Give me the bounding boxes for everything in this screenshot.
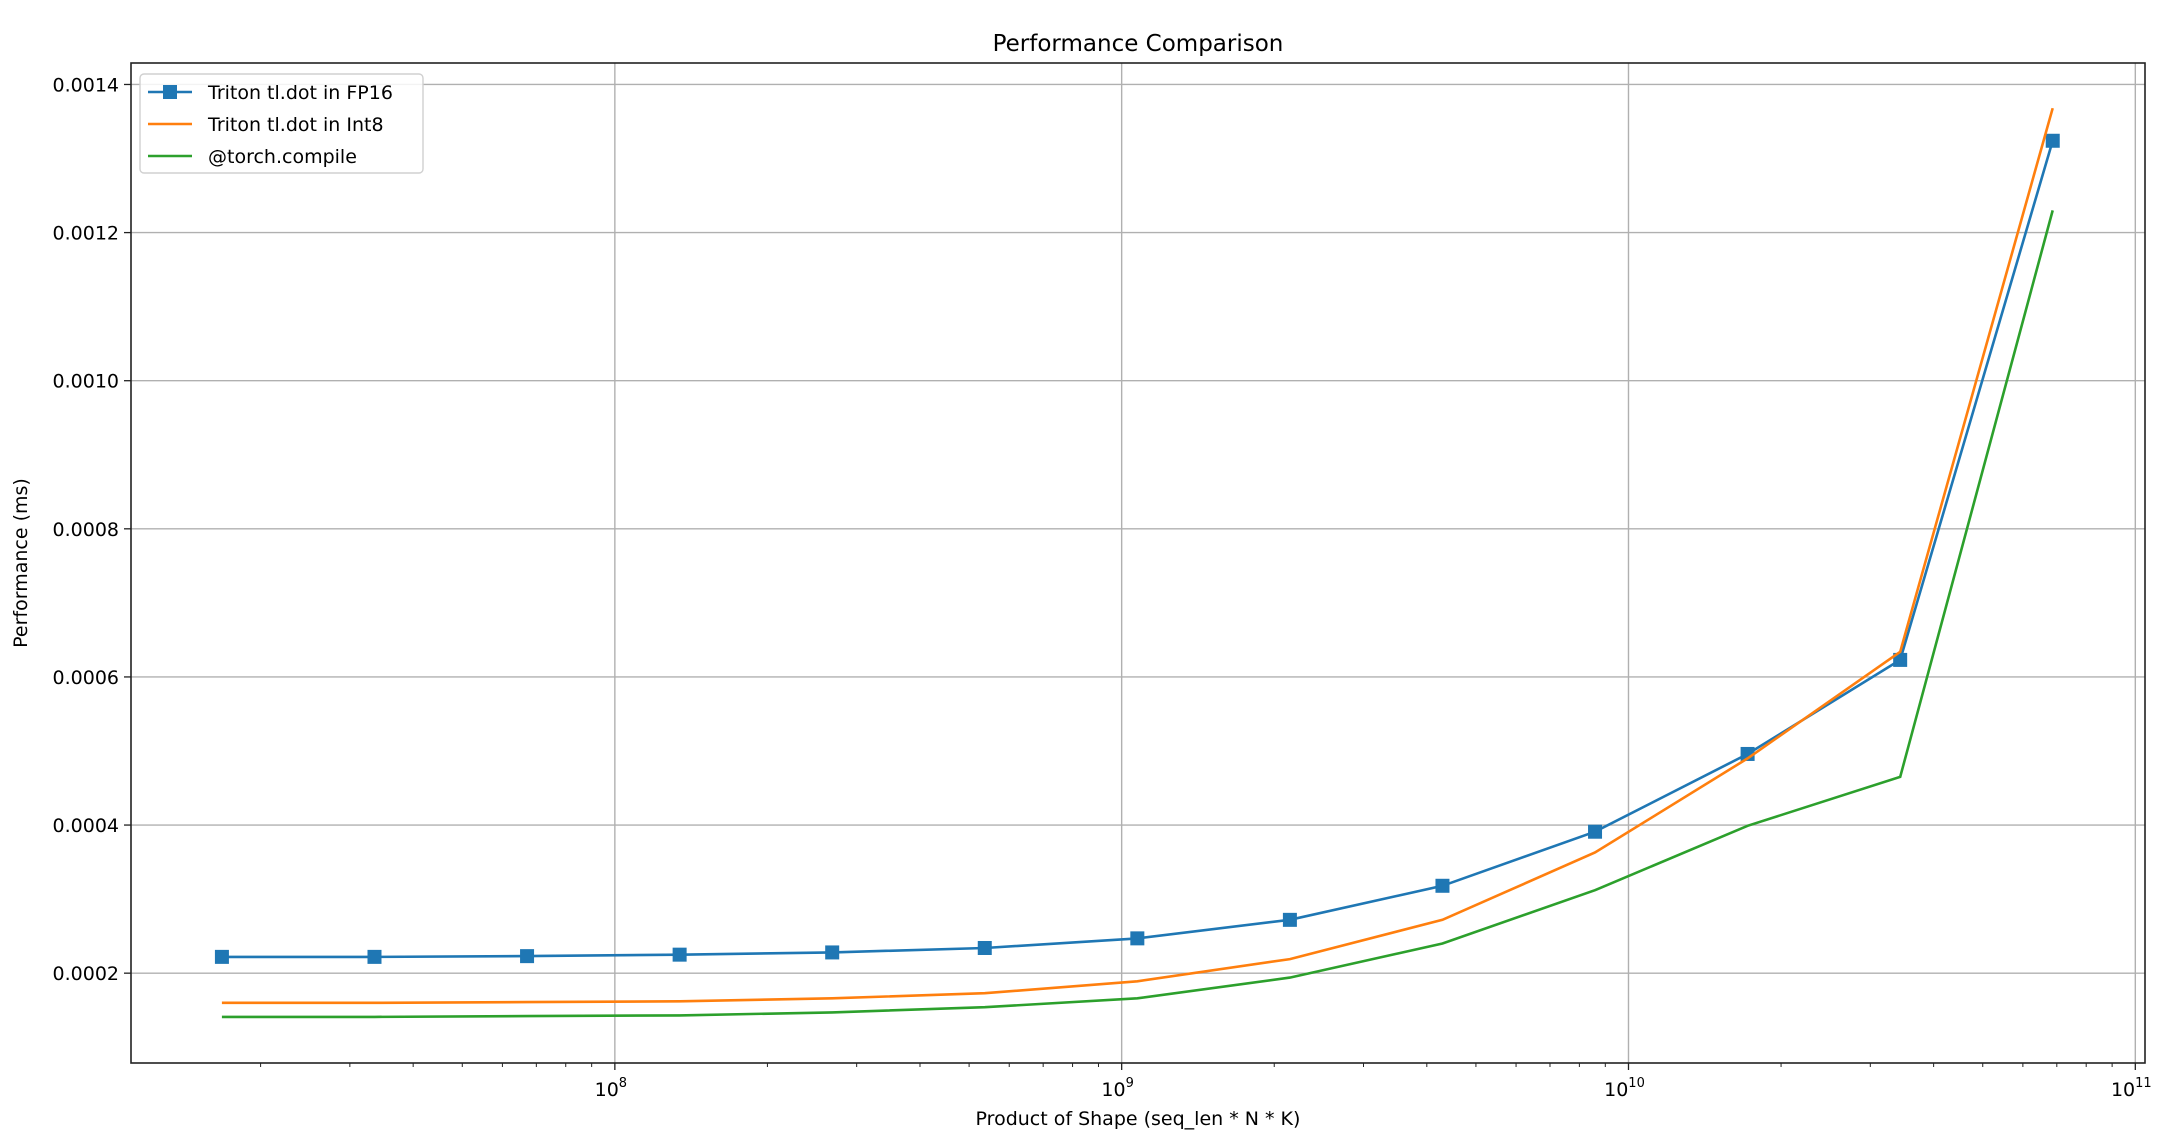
data-point-marker: [825, 945, 840, 960]
x-tick-exponent: 8: [619, 1076, 627, 1091]
y-tick-label: 0.0010: [53, 371, 119, 393]
series-line-2: [221, 210, 2054, 1019]
legend: Triton tl.dot in FP16 Triton tl.dot in In…: [139, 73, 424, 174]
x-tick-base: 10: [2111, 1079, 2135, 1101]
axes-frame: [130, 62, 2146, 1064]
x-tick-exponent: 9: [1126, 1076, 1134, 1091]
data-point-marker: [672, 947, 687, 962]
x-tick-exponent: 11: [2135, 1076, 2152, 1091]
data-point-marker: [977, 940, 992, 955]
legend-label: @torch.compile: [208, 146, 357, 168]
data-point-marker: [1588, 824, 1603, 839]
y-tick-label: 0.0012: [53, 223, 119, 245]
data-point-marker: [1893, 652, 1908, 667]
y-axis-label: Performance (ms): [10, 478, 32, 648]
grid: [131, 63, 2145, 1063]
data-point-marker: [1130, 931, 1145, 946]
y-tick-label: 0.0004: [53, 815, 119, 837]
legend-label: Triton tl.dot in Int8: [207, 114, 384, 136]
chart-title: Performance Comparison: [993, 31, 1284, 57]
legend-box: [139, 73, 424, 174]
data-point-marker: [367, 949, 382, 964]
data-point-marker: [2045, 133, 2060, 148]
y-tick-label: 0.0002: [53, 963, 119, 985]
legend-marker: [163, 85, 177, 99]
x-tick-exponent: 10: [1628, 1076, 1645, 1091]
x-tick-label: 109: [1101, 1076, 1133, 1101]
x-tick-label: 1011: [2111, 1076, 2152, 1101]
data-point-marker: [214, 949, 229, 964]
series-line-0: [221, 140, 2054, 959]
x-tick-label: 1010: [1604, 1076, 1645, 1101]
x-tick-label: 108: [595, 1076, 627, 1101]
x-tick-base: 10: [595, 1079, 619, 1101]
legend-label: Triton tl.dot in FP16: [207, 82, 393, 104]
x-tick-base: 10: [1604, 1079, 1628, 1101]
y-tick-label: 0.0006: [53, 667, 119, 689]
data-point-marker: [1282, 912, 1297, 927]
plot-area: [214, 107, 2060, 1019]
data-point-marker: [520, 949, 535, 964]
y-axis: 0.0002 0.0004 0.0006 0.0008 0.0010 0.0012 0.00…: [53, 74, 131, 985]
y-tick-label: 0.0008: [53, 519, 119, 541]
x-axis-label: Product of Shape (seq_len * N * K): [976, 1108, 1301, 1130]
x-axis: 108 109 1010 1011: [260, 1063, 2152, 1101]
series-line-1: [221, 107, 2054, 1005]
data-point-marker: [1435, 878, 1450, 893]
x-tick-base: 10: [1101, 1079, 1125, 1101]
y-tick-label: 0.0014: [53, 74, 119, 96]
